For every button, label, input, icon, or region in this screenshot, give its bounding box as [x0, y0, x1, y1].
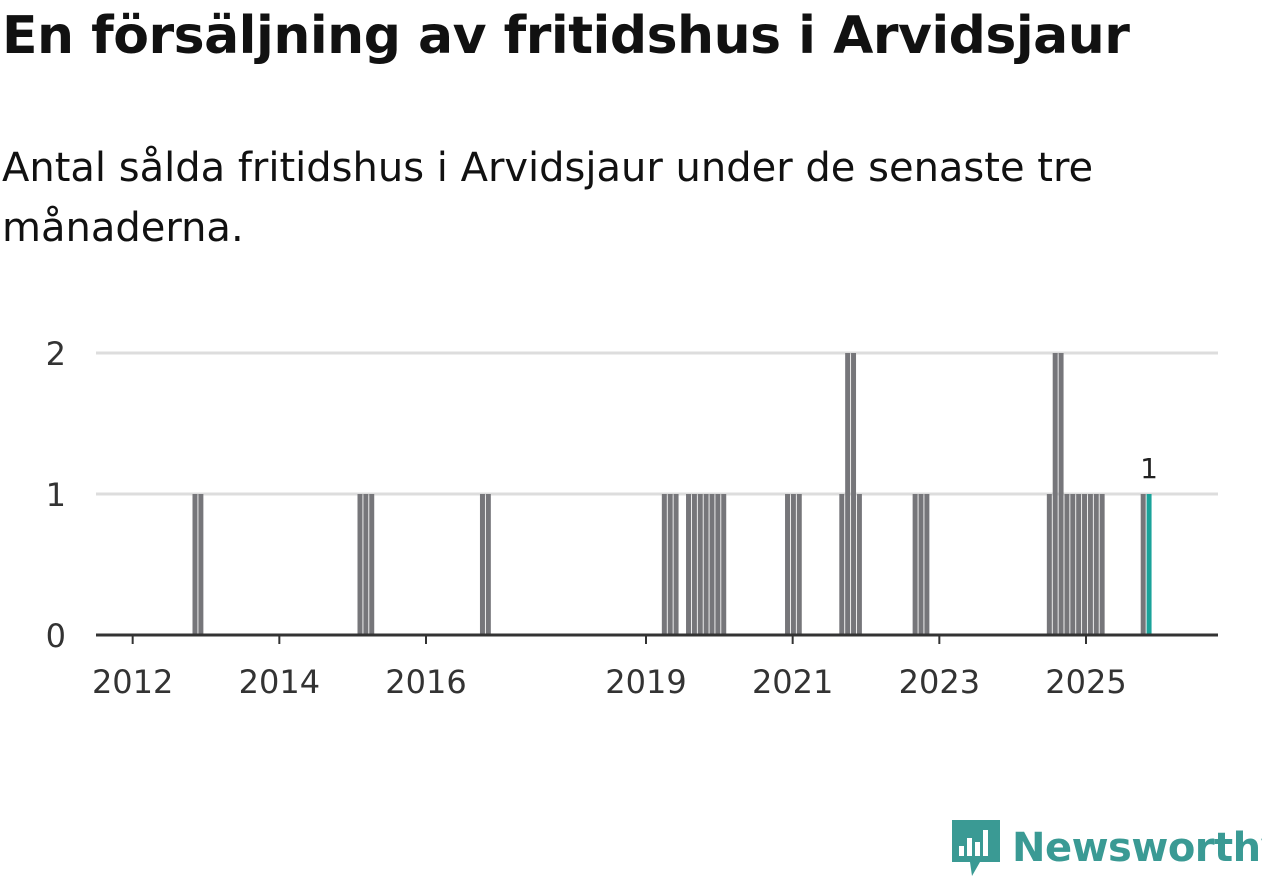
gridlines [96, 351, 1218, 496]
bar-highlight [1146, 494, 1152, 635]
x-tick-label: 2014 [239, 663, 320, 701]
x-tick-label: 2019 [605, 663, 686, 701]
x-tick-label: 2025 [1045, 663, 1126, 701]
bar [924, 494, 930, 635]
x-tick-label: 2023 [899, 663, 980, 701]
bar [1140, 494, 1146, 635]
bar [485, 494, 491, 635]
bar [1099, 494, 1105, 635]
bar [1082, 494, 1088, 635]
bar [686, 494, 692, 635]
bar [673, 494, 679, 635]
bar [785, 494, 791, 635]
bar [1076, 494, 1082, 635]
bar [856, 494, 862, 635]
chart-title: En försäljning av fritidshus i Arvidsjau… [2, 6, 1130, 66]
bars [192, 353, 1152, 635]
y-tick-label: 2 [46, 335, 66, 373]
bar [912, 494, 918, 635]
bar [661, 494, 667, 635]
bar [703, 494, 709, 635]
bar [796, 494, 802, 635]
x-tick-label: 2021 [752, 663, 833, 701]
x-tick-label: 2012 [92, 663, 173, 701]
bar [845, 353, 851, 635]
newsworthy-logo: Newsworthy [950, 818, 1262, 878]
bar [1070, 494, 1076, 635]
bar [1052, 353, 1058, 635]
bar [1058, 353, 1064, 635]
bar [918, 494, 924, 635]
bar [709, 494, 715, 635]
bar [691, 494, 697, 635]
bar [1046, 494, 1052, 635]
axes [96, 633, 1218, 644]
bar-value-label: 1 [1140, 452, 1158, 485]
bar [1064, 494, 1070, 635]
bar [479, 494, 485, 635]
bar [198, 494, 204, 635]
bar [839, 494, 845, 635]
bar [851, 353, 857, 635]
bar [1087, 494, 1093, 635]
bar [715, 494, 721, 635]
bar [721, 494, 727, 635]
x-tick-label: 2016 [385, 663, 466, 701]
chart-subtitle: Antal sålda fritidshus i Arvidsjaur unde… [2, 145, 1094, 251]
bar [192, 494, 198, 635]
bar [357, 494, 363, 635]
labels: 0 1 2 1 2012 2014 2016 2019 2021 2023 2025 [46, 335, 1158, 701]
bar [790, 494, 796, 635]
brand-name: Newsworthy [1012, 825, 1262, 871]
newsworthy-logo-icon [952, 820, 1000, 876]
bar [1093, 494, 1099, 635]
y-tick-label: 0 [46, 617, 66, 655]
bar [667, 494, 673, 635]
y-tick-label: 1 [46, 476, 66, 514]
bar [697, 494, 703, 635]
bar [369, 494, 375, 635]
bar [363, 494, 369, 635]
